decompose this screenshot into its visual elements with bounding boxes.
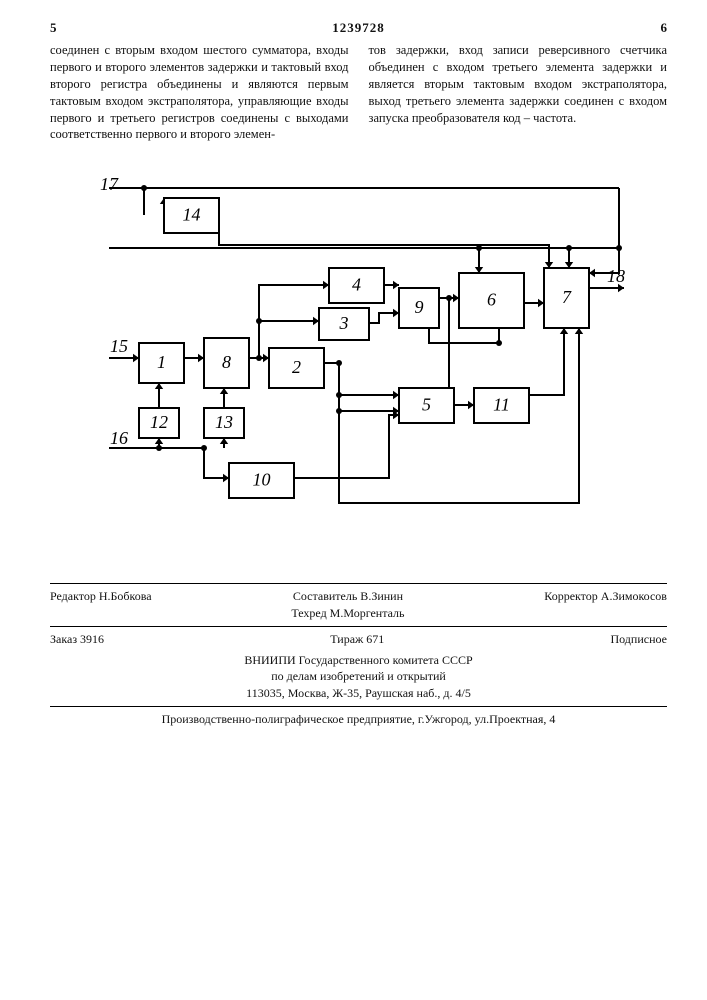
svg-text:12: 12	[150, 412, 168, 432]
footer-rule-3	[50, 706, 667, 707]
col-num-left: 5	[50, 20, 70, 36]
svg-text:2: 2	[292, 357, 301, 377]
page: 5 1239728 6 соединен с вторым входом шес…	[0, 0, 707, 1000]
footer-rule-2	[50, 626, 667, 627]
svg-text:8: 8	[222, 352, 231, 372]
col-num-right: 6	[647, 20, 667, 36]
svg-text:4: 4	[352, 275, 361, 295]
publisher-block: ВНИИПИ Государственного комитета СССР по…	[50, 652, 667, 702]
order-number: Заказ 3916	[50, 631, 104, 648]
svg-text:17: 17	[100, 174, 119, 194]
text-columns: соединен с вторым входом шестого суммато…	[50, 42, 667, 143]
compiler-credit: Составитель В.Зинин	[293, 589, 403, 603]
tech-credit: Техред М.Моргенталь	[291, 606, 404, 620]
svg-text:1: 1	[157, 352, 166, 372]
footer: Редактор Н.Бобкова Составитель В.Зинин Т…	[50, 583, 667, 728]
block-diagram: 141823496751112131017151618	[50, 173, 667, 533]
publisher-line-3: 113035, Москва, Ж-35, Раушская наб., д. …	[50, 685, 667, 702]
header-row: 5 1239728 6	[50, 20, 667, 36]
svg-text:6: 6	[487, 290, 496, 310]
subscription: Подписное	[610, 631, 667, 648]
printer-line: Производственно-полиграфическое предприя…	[50, 711, 667, 728]
corrector-credit: Корректор А.Зимокосов	[544, 588, 667, 622]
compiler-tech-credit: Составитель В.Зинин Техред М.Моргенталь	[291, 588, 404, 622]
svg-text:9: 9	[414, 297, 423, 317]
footer-credits-row: Редактор Н.Бобкова Составитель В.Зинин Т…	[50, 588, 667, 622]
print-run: Тираж 671	[330, 631, 384, 648]
right-text-column: тов задержки, вход записи реверсивного с…	[369, 42, 668, 143]
svg-text:3: 3	[338, 313, 348, 333]
block-diagram-svg: 141823496751112131017151618	[79, 173, 639, 533]
editor-credit: Редактор Н.Бобкова	[50, 588, 152, 622]
svg-text:5: 5	[422, 395, 431, 415]
right-text: тов задержки, вход записи реверсивного с…	[369, 42, 668, 126]
footer-rule-1	[50, 583, 667, 584]
svg-text:10: 10	[252, 470, 270, 490]
left-text: соединен с вторым входом шестого суммато…	[50, 42, 349, 143]
document-number: 1239728	[70, 20, 647, 36]
footer-order-row: Заказ 3916 Тираж 671 Подписное	[50, 631, 667, 648]
left-text-column: соединен с вторым входом шестого суммато…	[50, 42, 349, 143]
svg-text:7: 7	[562, 287, 572, 307]
publisher-line-1: ВНИИПИ Государственного комитета СССР	[50, 652, 667, 669]
svg-text:16: 16	[110, 428, 128, 448]
svg-text:14: 14	[182, 205, 200, 225]
svg-text:13: 13	[215, 412, 233, 432]
svg-text:11: 11	[493, 395, 510, 415]
publisher-line-2: по делам изобретений и открытий	[50, 668, 667, 685]
svg-text:18: 18	[607, 266, 625, 286]
svg-text:15: 15	[110, 336, 128, 356]
